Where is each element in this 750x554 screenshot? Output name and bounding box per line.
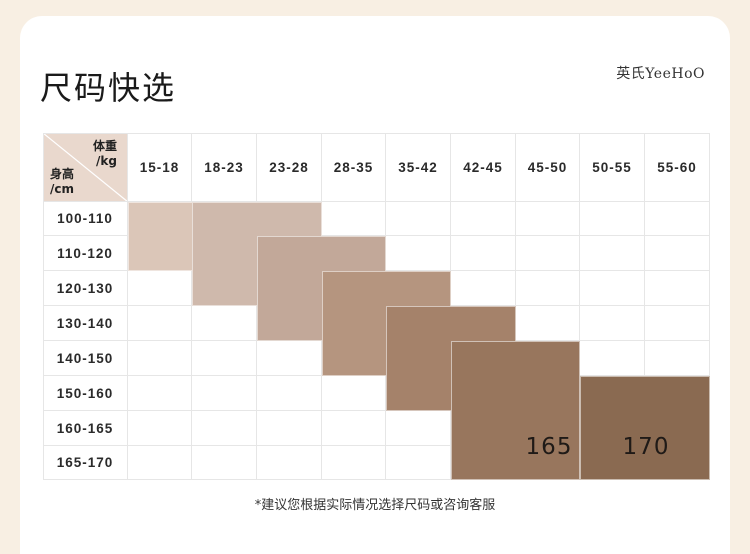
size-chart-table: 15-18 18-23 23-28 28-35 35-42 42-45 45-50 50-55… <box>43 133 710 480</box>
weight-column-header: 15-18 <box>128 133 192 202</box>
height-row-header: 140-150 <box>43 341 128 376</box>
weight-column-header: 23-28 <box>257 133 322 202</box>
height-row-header: 100-110 <box>43 202 128 236</box>
weight-unit: /kg <box>96 154 117 168</box>
table-cell <box>322 202 386 236</box>
table-cell <box>386 236 451 271</box>
height-axis-label: 身高 /cm <box>50 167 74 197</box>
weight-column-header: 50-55 <box>580 133 645 202</box>
height-row-header: 165-170 <box>43 446 128 480</box>
table-cell <box>580 306 645 341</box>
table-cell <box>645 341 710 376</box>
height-row-header: 130-140 <box>43 306 128 341</box>
size-label: 170 <box>622 434 670 460</box>
table-cell <box>645 236 710 271</box>
table-cell <box>192 446 257 480</box>
table-cell <box>580 271 645 306</box>
table-cell <box>386 446 451 480</box>
table-cell <box>516 306 580 341</box>
table-cell <box>451 236 516 271</box>
height-row-header: 150-160 <box>43 376 128 411</box>
height-unit: /cm <box>50 182 74 196</box>
table-cell <box>580 341 645 376</box>
size-block-165: 165 <box>451 341 580 480</box>
table-cell <box>645 202 710 236</box>
page-title: 尺码快选 <box>40 69 177 107</box>
weight-column-header: 35-42 <box>386 133 451 202</box>
table-cell <box>645 306 710 341</box>
height-row-header: 160-165 <box>43 411 128 446</box>
table-cell <box>128 341 192 376</box>
weight-column-header: 42-45 <box>451 133 516 202</box>
table-cell <box>322 376 386 411</box>
height-label: 身高 <box>50 167 75 181</box>
table-corner-header: 体重 /kg 身高 /cm <box>43 133 128 202</box>
table-cell <box>257 446 322 480</box>
table-cell <box>322 446 386 480</box>
size-label: 165 <box>525 434 573 460</box>
advice-note: *建议您根据实际情况选择尺码或咨询客服 <box>254 498 496 513</box>
table-cell <box>192 411 257 446</box>
table-cell <box>322 411 386 446</box>
table-cell <box>128 411 192 446</box>
table-cell <box>451 202 516 236</box>
table-cell <box>386 202 451 236</box>
table-cell <box>192 376 257 411</box>
table-cell <box>580 236 645 271</box>
weight-column-header: 18-23 <box>192 133 257 202</box>
table-cell <box>192 306 257 341</box>
table-cell <box>645 271 710 306</box>
table-cell <box>516 236 580 271</box>
weight-label: 体重 <box>92 139 117 153</box>
weight-axis-label: 体重 /kg <box>93 139 117 169</box>
table-cell <box>257 341 322 376</box>
table-cell <box>451 271 516 306</box>
table-cell <box>257 376 322 411</box>
table-cell <box>516 202 580 236</box>
table-cell <box>192 341 257 376</box>
weight-column-header: 45-50 <box>516 133 580 202</box>
table-cell <box>128 271 192 306</box>
table-cell <box>516 271 580 306</box>
table-cell <box>257 411 322 446</box>
table-cell <box>128 306 192 341</box>
table-cell <box>580 202 645 236</box>
height-row-header: 110-120 <box>43 236 128 271</box>
height-row-header: 120-130 <box>43 271 128 306</box>
weight-column-header: 55-60 <box>645 133 710 202</box>
weight-column-header: 28-35 <box>322 133 386 202</box>
table-cell <box>128 446 192 480</box>
table-cell <box>386 411 451 446</box>
diagonal-divider <box>43 133 127 201</box>
size-block-170: 170 <box>580 376 710 480</box>
table-cell <box>128 376 192 411</box>
brand-logo: 英氏YeeHoO <box>616 66 705 82</box>
